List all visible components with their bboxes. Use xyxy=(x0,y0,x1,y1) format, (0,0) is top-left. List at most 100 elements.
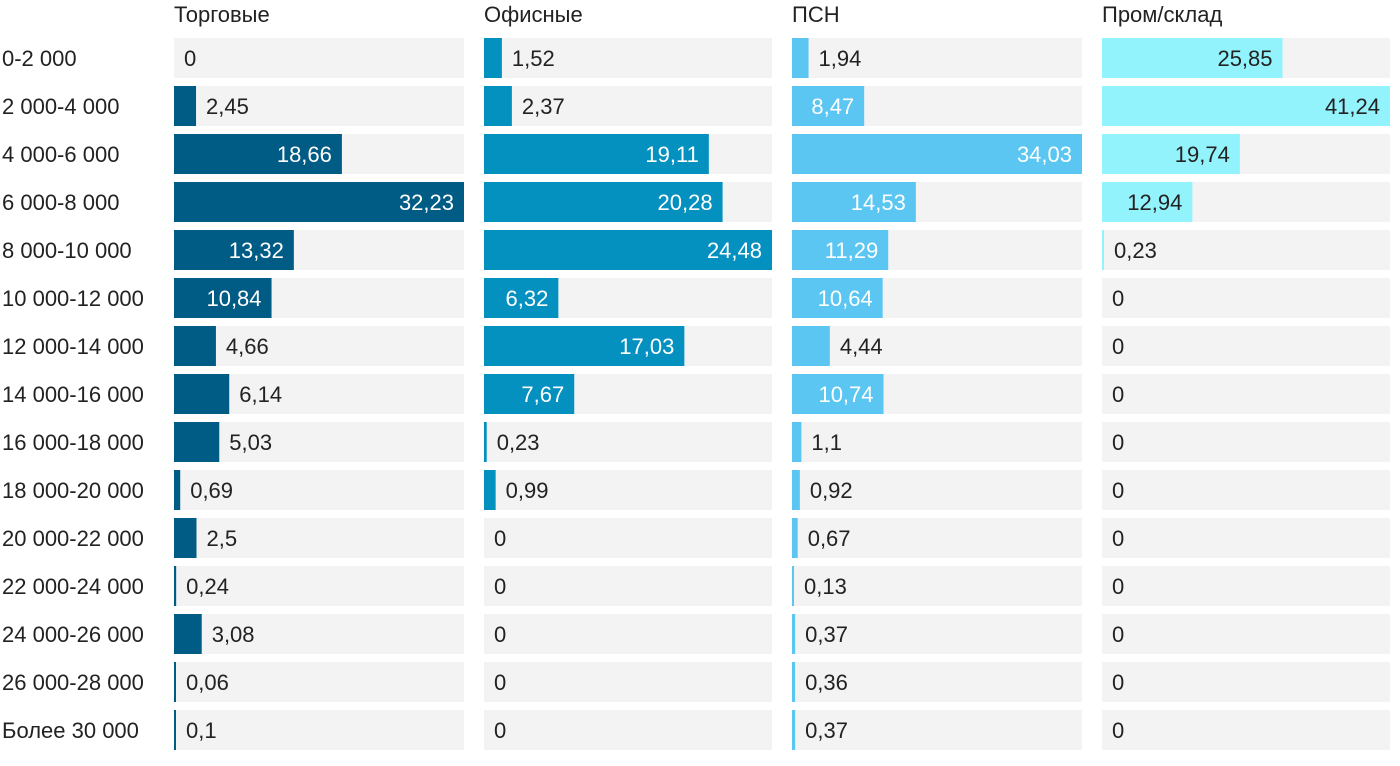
data-label: 20,28 xyxy=(658,190,713,215)
panel-2: 1,94 8,47 34,03 14,53 11,29 10,64 4,44 10,74 1,1… xyxy=(792,38,1082,750)
data-label: 4,44 xyxy=(840,334,883,359)
category-label: 18 000-20 000 xyxy=(2,478,144,503)
bar xyxy=(792,86,865,126)
bar xyxy=(174,518,197,558)
data-label: 6,32 xyxy=(506,286,549,311)
bar-track xyxy=(174,470,464,510)
bar-track xyxy=(174,38,464,78)
data-label: 19,11 xyxy=(645,142,698,167)
data-label: 24,48 xyxy=(707,238,762,263)
bar xyxy=(174,470,181,510)
data-label: 10,64 xyxy=(818,286,873,311)
bar-track xyxy=(792,566,1082,606)
bar-track xyxy=(1102,374,1390,414)
bar xyxy=(484,86,512,126)
bar xyxy=(792,326,830,366)
bar xyxy=(792,38,809,78)
bar xyxy=(174,374,230,414)
panel-title: Офисные xyxy=(484,2,583,27)
bar-track xyxy=(174,614,464,654)
bar-track xyxy=(1102,566,1390,606)
bar xyxy=(792,374,884,414)
data-label: 0,23 xyxy=(497,430,540,455)
bar xyxy=(1102,182,1193,222)
bar-track xyxy=(1102,518,1390,558)
panel-title: ПСН xyxy=(792,2,840,27)
bar xyxy=(792,662,796,702)
bar-track xyxy=(792,422,1082,462)
bar-track xyxy=(792,518,1082,558)
panels: 0 2,45 18,66 32,23 13,32 10,84 4,66 6,14 5,03 0,6… xyxy=(174,38,1390,750)
data-label: 2,45 xyxy=(206,94,249,119)
bar xyxy=(484,470,496,510)
bar xyxy=(1102,134,1240,174)
bar-track xyxy=(1102,662,1390,702)
bar-track xyxy=(484,614,772,654)
bar-track xyxy=(484,470,772,510)
bar-track xyxy=(1102,230,1390,270)
data-label: 2,5 xyxy=(206,526,237,551)
data-label: 1,52 xyxy=(512,46,555,71)
category-label: 16 000-18 000 xyxy=(2,430,144,455)
bar-track xyxy=(484,422,772,462)
data-label: 32,23 xyxy=(399,190,454,215)
bar xyxy=(792,710,796,750)
data-label: 18,66 xyxy=(277,142,332,167)
bar xyxy=(792,566,794,606)
data-label: 19,74 xyxy=(1175,142,1230,167)
panel-3: 25,85 41,24 19,74 12,94 0,23 0 0 0 0 0 0 0 0 0 0 xyxy=(1102,38,1390,750)
data-label: 14,53 xyxy=(851,190,906,215)
data-label: 0 xyxy=(494,622,506,647)
data-label: 0,37 xyxy=(805,622,848,647)
bar-track xyxy=(174,422,464,462)
bar-track xyxy=(792,326,1082,366)
bar xyxy=(174,86,197,126)
category-label: 4 000-6 000 xyxy=(2,142,119,167)
bar xyxy=(174,566,177,606)
bar-track xyxy=(174,86,464,126)
category-label: 12 000-14 000 xyxy=(2,334,144,359)
bar xyxy=(1102,38,1283,78)
data-label: 0 xyxy=(494,526,506,551)
bar xyxy=(484,326,685,366)
data-label: 0 xyxy=(1112,526,1124,551)
bar xyxy=(174,134,342,174)
data-label: 11,29 xyxy=(825,238,878,263)
bar-track xyxy=(792,662,1082,702)
data-label: 0 xyxy=(1112,334,1124,359)
data-label: 1,94 xyxy=(819,46,862,71)
data-label: 10,74 xyxy=(818,382,873,407)
bar-track xyxy=(1102,422,1390,462)
data-label: 0 xyxy=(1112,478,1124,503)
data-label: 6,14 xyxy=(239,382,282,407)
category-label: 14 000-16 000 xyxy=(2,382,144,407)
data-label: 5,03 xyxy=(229,430,272,455)
data-label: 0,99 xyxy=(506,478,549,503)
data-label: 0 xyxy=(1112,382,1124,407)
bar xyxy=(1102,86,1390,126)
bar-track xyxy=(792,710,1082,750)
data-label: 0 xyxy=(494,718,506,743)
bar xyxy=(792,470,800,510)
bar xyxy=(484,422,487,462)
bar-track xyxy=(484,662,772,702)
bar-track xyxy=(484,86,772,126)
data-label: 4,66 xyxy=(226,334,269,359)
data-label: 0,92 xyxy=(810,478,853,503)
data-label: 0 xyxy=(1112,430,1124,455)
data-label: 34,03 xyxy=(1017,142,1072,167)
bar-track xyxy=(484,566,772,606)
panel-title: Торговые xyxy=(174,2,270,27)
bar xyxy=(792,278,883,318)
bar-track xyxy=(174,710,464,750)
category-label: Более 30 000 xyxy=(2,718,139,743)
bar xyxy=(174,662,176,702)
data-label: 0 xyxy=(494,670,506,695)
bar xyxy=(174,422,220,462)
bar-track xyxy=(484,710,772,750)
bar xyxy=(792,518,798,558)
data-label: 0,23 xyxy=(1114,238,1157,263)
bar xyxy=(174,182,464,222)
bar xyxy=(174,278,272,318)
bar xyxy=(484,278,559,318)
